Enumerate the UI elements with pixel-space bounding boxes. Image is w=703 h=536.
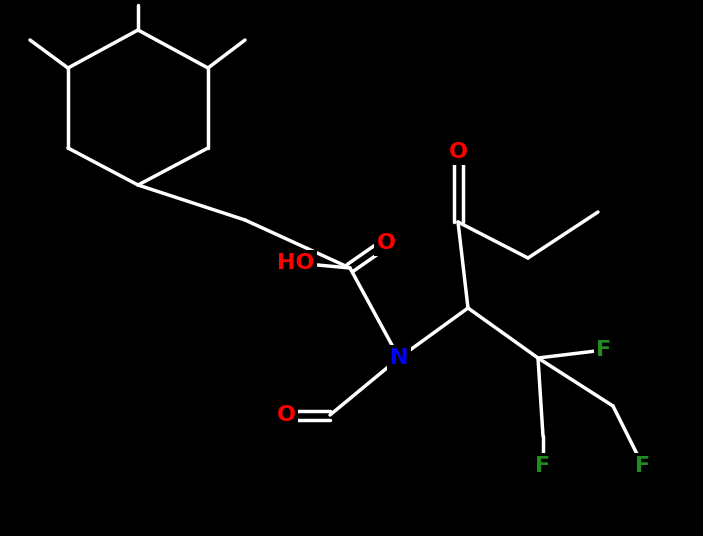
Text: F: F <box>596 340 612 360</box>
Text: N: N <box>389 348 408 368</box>
Text: O: O <box>449 142 467 162</box>
Text: F: F <box>536 456 550 476</box>
Text: F: F <box>636 456 650 476</box>
Text: O: O <box>276 405 295 425</box>
Text: O: O <box>377 233 396 253</box>
Text: HO: HO <box>277 253 315 273</box>
